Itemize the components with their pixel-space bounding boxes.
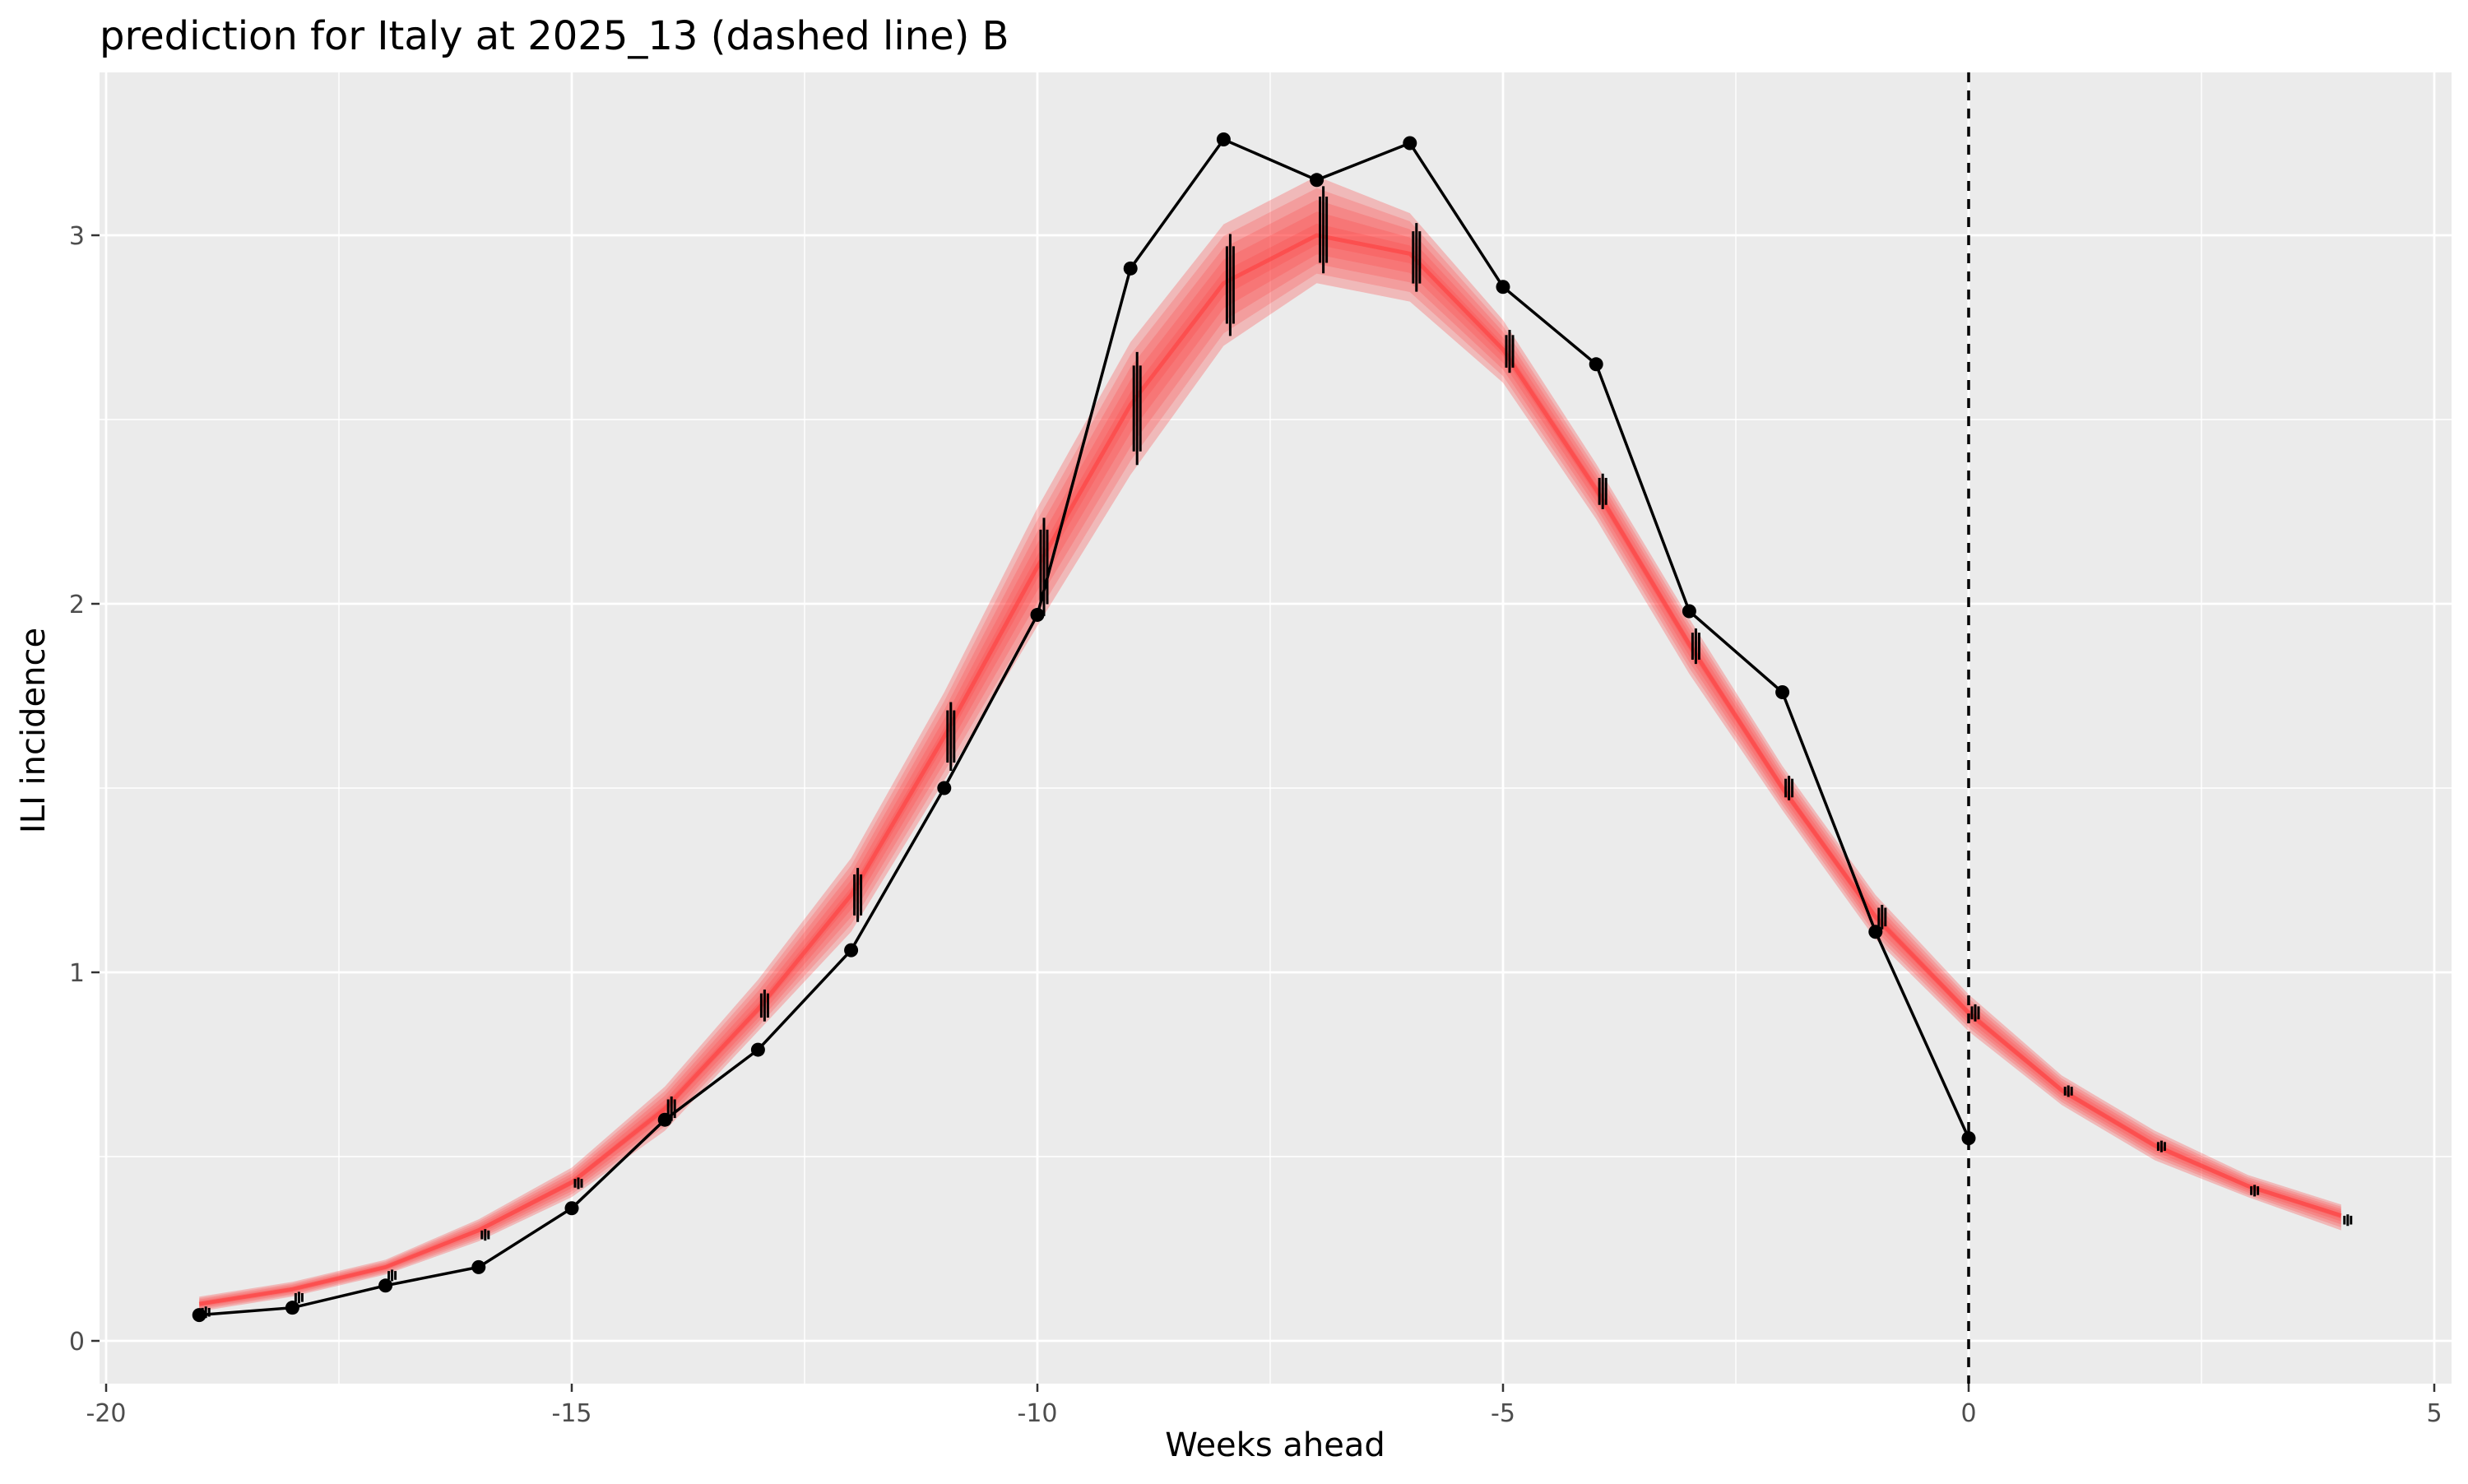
y-axis: 0 1 2 3 [69, 222, 100, 1356]
observed-point [1775, 685, 1790, 700]
observed-point [378, 1278, 393, 1293]
plot-panel [100, 72, 2452, 1384]
prediction-median-line [198, 233, 2342, 1306]
prediction-ticks [201, 186, 2353, 1319]
observed-point [1868, 925, 1883, 939]
observed-point [1403, 136, 1417, 151]
prediction-band-layer [199, 188, 2341, 1310]
y-tick-label: 2 [69, 591, 85, 619]
observed-line [199, 137, 1970, 1317]
grid-minor [100, 72, 2452, 1384]
x-tick-label: 5 [2426, 1399, 2442, 1428]
observed-point [285, 1301, 299, 1315]
observed-point [937, 781, 952, 795]
observed-point [564, 1201, 579, 1216]
x-tick-label: 0 [1960, 1399, 1976, 1428]
observed-point [657, 1112, 672, 1127]
chart-title: prediction for Italy at 2025_13 (dashed … [100, 13, 1009, 59]
x-tick-label: -20 [86, 1399, 127, 1428]
x-tick-label: -15 [552, 1399, 592, 1428]
grid-major [100, 72, 2452, 1384]
observed-point [192, 1308, 206, 1323]
observed-point [1310, 173, 1324, 188]
prediction-band [198, 176, 2342, 1312]
observed-point [1496, 280, 1510, 294]
observed-point [1216, 132, 1231, 147]
x-axis-label: Weeks ahead [1165, 1426, 1385, 1464]
x-axis: -20 -15 -10 -5 0 5 [86, 1384, 2442, 1428]
x-tick-label: -10 [1018, 1399, 1058, 1428]
observed-point [1030, 607, 1045, 622]
observed-point [1589, 357, 1603, 372]
observed-point [471, 1259, 486, 1274]
observed-point [844, 943, 859, 958]
y-tick-label: 1 [69, 959, 85, 988]
observed-point [1682, 604, 1696, 619]
y-tick-label: 0 [69, 1328, 85, 1356]
y-tick-label: 3 [69, 222, 85, 251]
observed-point [1961, 1131, 1976, 1146]
observed-point [1123, 261, 1138, 276]
prediction-band-layer [199, 176, 2341, 1312]
observed-point [750, 1042, 765, 1057]
y-axis-label: ILI incidence [15, 628, 53, 833]
observed-series [192, 132, 1976, 1323]
x-tick-label: -5 [1491, 1399, 1515, 1428]
